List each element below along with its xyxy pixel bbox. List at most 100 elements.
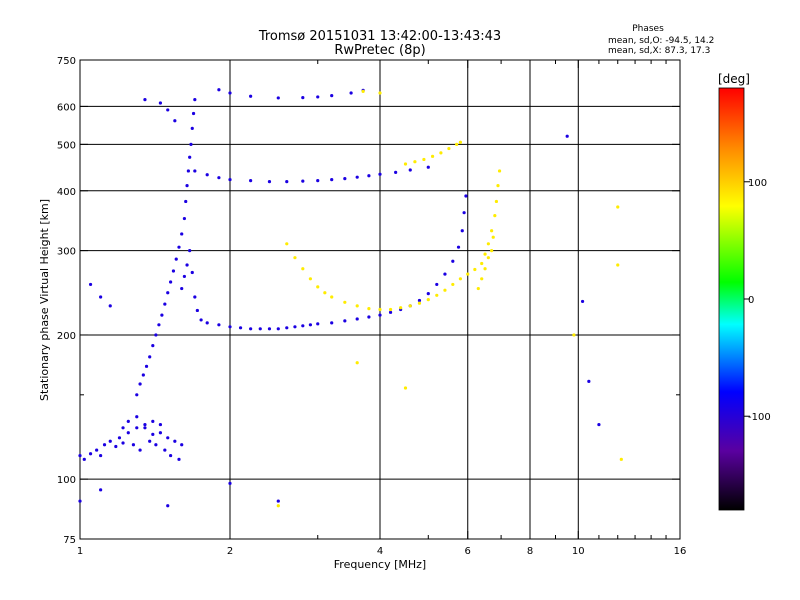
phase-o-stats: mean, sd,O: -94.5, 14.2 (608, 36, 714, 46)
data-point (361, 89, 365, 93)
data-point (388, 307, 393, 312)
data-point (193, 169, 197, 173)
data-point (238, 326, 243, 330)
x-tick-label: 10 (572, 546, 585, 557)
y-tick-label: 500 (57, 140, 76, 151)
data-point (443, 272, 447, 276)
data-point (430, 154, 435, 158)
data-point (163, 448, 167, 452)
data-point (417, 301, 422, 305)
data-point (343, 319, 347, 323)
data-point (249, 94, 253, 98)
data-point (422, 157, 426, 162)
data-point (343, 300, 347, 304)
data-point (456, 245, 461, 249)
data-point (82, 457, 86, 461)
data-point (158, 101, 163, 105)
data-point (473, 267, 477, 272)
data-point (458, 140, 463, 144)
data-point (185, 263, 189, 267)
data-point (451, 282, 455, 287)
data-point (367, 315, 371, 319)
data-point (330, 321, 334, 325)
data-point (78, 453, 82, 458)
data-point (616, 205, 620, 209)
data-point (166, 436, 170, 440)
data-point (117, 436, 122, 440)
data-point (138, 448, 142, 452)
data-point (88, 282, 93, 287)
data-point (102, 443, 107, 447)
data-point (276, 96, 280, 100)
data-point (496, 184, 500, 188)
data-point (135, 426, 139, 430)
data-point (388, 310, 393, 314)
data-point (285, 326, 289, 330)
data-point (301, 95, 305, 100)
colorbar-label: [deg] (718, 72, 750, 86)
data-point (228, 178, 232, 182)
data-point (205, 173, 209, 177)
data-point (316, 95, 320, 99)
data-point (464, 194, 468, 198)
data-point (349, 91, 353, 95)
data-point (480, 277, 484, 281)
data-point (491, 235, 495, 239)
y-tick-label: 200 (57, 331, 76, 342)
colorbar-tick-label: 0 (748, 295, 754, 306)
y-tick-label: 400 (57, 187, 76, 198)
data-point (480, 261, 484, 266)
data-point (228, 91, 232, 95)
data-point (148, 355, 152, 359)
data-point (121, 441, 125, 445)
data-point (494, 199, 499, 204)
data-point (190, 270, 194, 275)
data-point (458, 277, 463, 281)
data-point (188, 155, 192, 159)
data-point (138, 382, 142, 386)
data-point (173, 119, 177, 123)
phase-x-stats: mean, sd,X: 87.3, 17.3 (608, 46, 710, 56)
data-point (199, 318, 203, 322)
data-point (285, 180, 289, 184)
data-point (493, 213, 497, 218)
data-point (151, 344, 155, 348)
data-point (355, 175, 359, 179)
data-point (205, 321, 209, 325)
data-point (88, 452, 93, 456)
phases-heading: Phases (632, 24, 664, 34)
data-point (378, 307, 382, 312)
data-point (587, 379, 591, 383)
data-point (443, 288, 447, 292)
data-point (497, 169, 502, 173)
data-point (455, 142, 459, 146)
data-point (451, 259, 455, 263)
colorbar-tick-label: 100 (748, 178, 767, 189)
data-point (108, 304, 112, 308)
x-tick-label: 8 (527, 546, 533, 557)
data-point (143, 422, 147, 427)
data-point (619, 457, 623, 461)
data-point (330, 295, 334, 299)
data-point (394, 170, 398, 174)
data-point (189, 142, 193, 146)
data-point (217, 323, 221, 327)
data-point (343, 177, 347, 181)
data-point (169, 280, 173, 284)
data-point (408, 168, 412, 172)
data-point (135, 393, 139, 397)
data-point (301, 179, 305, 183)
data-point (403, 162, 408, 166)
x-tick-label: 4 (377, 546, 383, 557)
grid-lines (80, 60, 680, 539)
data-point (330, 94, 334, 98)
x-tick-label: 6 (465, 546, 471, 557)
data-point (616, 263, 620, 267)
data-point (158, 422, 163, 427)
data-point (408, 304, 412, 308)
data-point (565, 134, 569, 138)
y-tick-label: 600 (57, 102, 76, 113)
data-point (367, 307, 371, 311)
data-point (439, 151, 443, 155)
axis-ticks: 1 2 4 6 8 10 16 75 100 200 300 400 500 600 750 (57, 56, 686, 557)
